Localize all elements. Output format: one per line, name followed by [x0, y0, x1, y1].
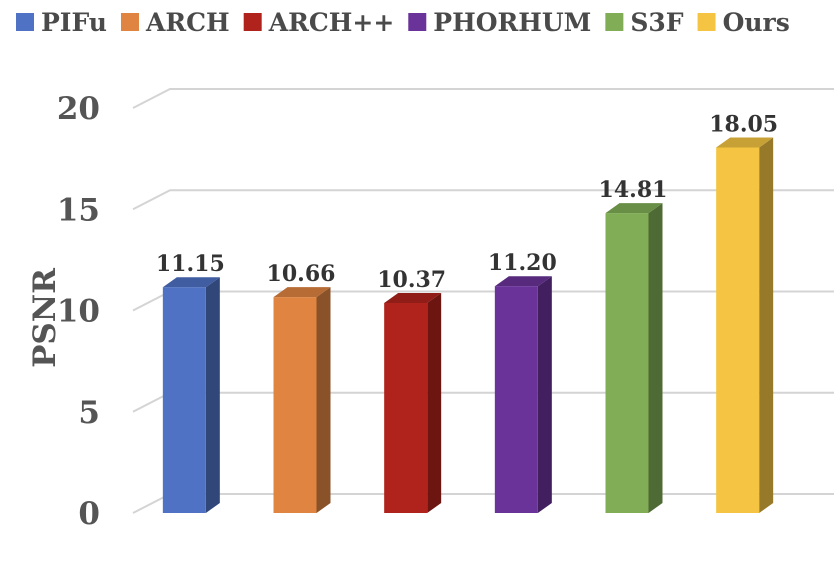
legend-swatch — [120, 13, 139, 31]
bar-front — [162, 287, 206, 513]
bar-side — [648, 203, 663, 513]
bar-front — [605, 213, 649, 513]
bar-top — [716, 137, 774, 148]
legend-label: PIFu — [41, 8, 107, 37]
bar-front — [494, 286, 538, 513]
bar-arch: 10.66 — [267, 261, 336, 513]
y-tick-label: 20 — [57, 91, 100, 127]
bar-top — [384, 293, 442, 304]
legend-swatch — [605, 13, 624, 31]
bar-side — [537, 276, 552, 513]
y-axis-label: PSNR — [27, 268, 63, 368]
data-label: 10.37 — [377, 267, 446, 293]
legend-label: ARCH++ — [268, 8, 395, 37]
bar-ours: 18.05 — [709, 111, 778, 514]
legend-label: ARCH — [145, 8, 230, 37]
gridline — [132, 189, 834, 211]
y-tick-label: 10 — [57, 294, 100, 330]
bar-top — [162, 277, 220, 288]
bars: 11.15 10.66 10.37 11.20 14.81 18.05 — [156, 111, 778, 514]
legend-item: Ours — [697, 8, 790, 37]
legend-item: PHORHUM — [408, 8, 591, 37]
bar-side — [759, 137, 774, 514]
bar-side — [316, 287, 331, 513]
data-label: 10.66 — [267, 261, 336, 287]
bar-front — [716, 147, 760, 514]
y-tick-label: 5 — [78, 395, 100, 431]
legend-label: S3F — [630, 8, 683, 37]
data-label: 14.81 — [599, 177, 668, 203]
legend-swatch — [697, 13, 716, 31]
legend: PIFu ARCH ARCH++ PHORHUM S3F Ours — [16, 8, 790, 37]
bar-top — [273, 287, 331, 298]
bar-arch-: 10.37 — [377, 267, 446, 513]
legend-item: PIFu — [16, 8, 107, 37]
bar-side — [427, 293, 442, 513]
bar-phorhum: 11.20 — [488, 250, 557, 513]
data-label: 11.15 — [156, 251, 225, 277]
data-label: 11.20 — [488, 250, 557, 276]
legend-swatch — [243, 13, 262, 31]
legend-label: Ours — [723, 8, 790, 37]
legend-item: ARCH — [120, 8, 230, 37]
legend-swatch — [16, 13, 34, 31]
bar-front — [273, 297, 317, 513]
legend-item: ARCH++ — [243, 8, 395, 37]
legend-label: PHORHUM — [433, 8, 591, 37]
bar-front — [384, 303, 428, 513]
y-tick-label: 15 — [57, 192, 100, 228]
bar-pifu: 11.15 — [156, 251, 225, 513]
legend-item: S3F — [605, 8, 684, 37]
bar-top — [605, 203, 663, 214]
y-tick-label: 0 — [78, 496, 100, 532]
legend-swatch — [408, 13, 427, 31]
data-label: 18.05 — [709, 111, 778, 137]
gridline — [132, 88, 834, 109]
bar-s3f: 14.81 — [599, 177, 668, 513]
bar-top — [494, 276, 552, 287]
bar-side — [205, 277, 220, 513]
y-axis-ticks: 0 5 10 15 20 — [57, 91, 100, 532]
